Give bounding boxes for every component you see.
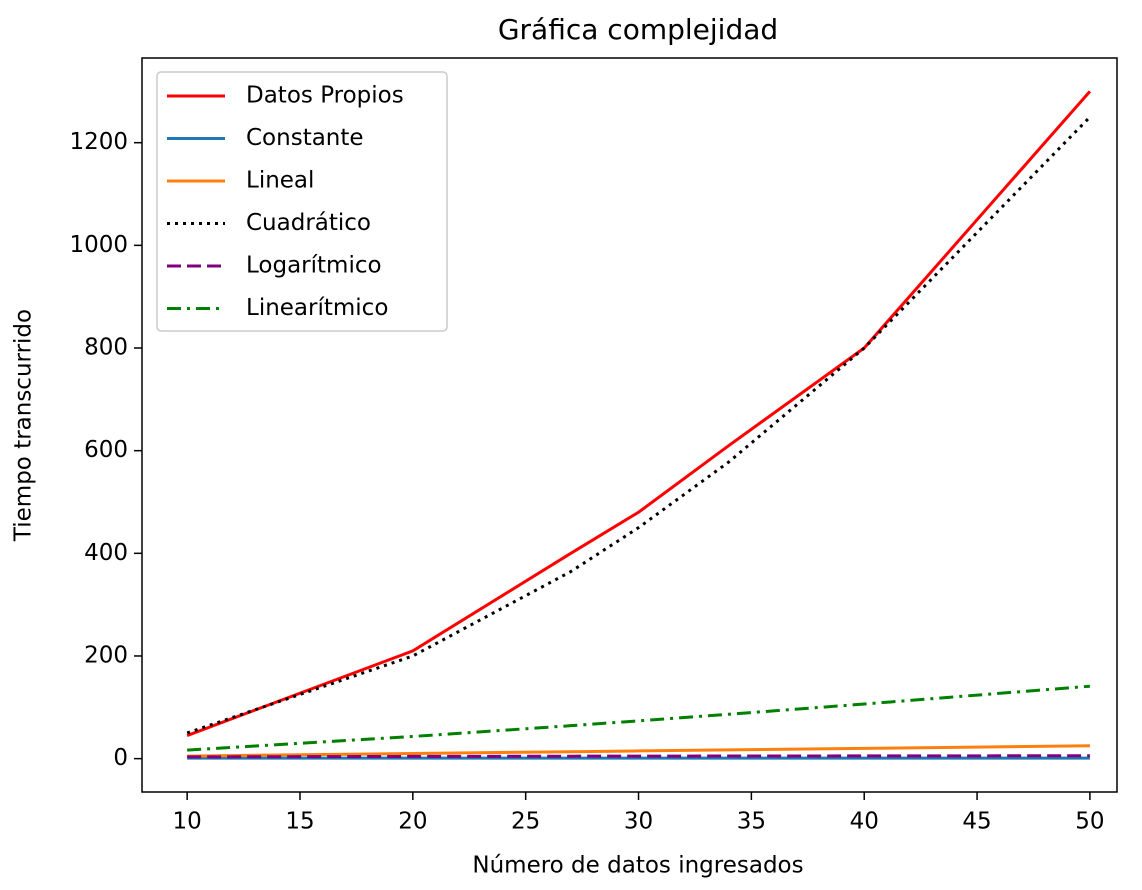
data-line bbox=[186, 115, 1091, 735]
legend-label: Cuadrático bbox=[246, 210, 371, 236]
y-tick-label: 1000 bbox=[69, 232, 128, 258]
legend-label: Logarítmico bbox=[246, 253, 382, 279]
data-line bbox=[187, 754, 1090, 759]
y-tick-label: 200 bbox=[84, 642, 128, 668]
x-tick-label: 35 bbox=[737, 809, 766, 835]
legend-label: Constante bbox=[246, 125, 364, 151]
legend-label: Lineal bbox=[246, 168, 314, 194]
x-tick-label: 40 bbox=[850, 809, 879, 835]
legend-label: Datos Propios bbox=[246, 83, 404, 109]
data-line bbox=[187, 744, 1090, 758]
y-tick-label: 1200 bbox=[69, 129, 128, 155]
x-tick-label: 20 bbox=[398, 809, 427, 835]
x-axis-label: Número de datos ingresados bbox=[472, 853, 803, 879]
x-tick-label: 50 bbox=[1075, 809, 1104, 835]
plot-frame bbox=[141, 57, 1118, 793]
x-tick-label: 25 bbox=[511, 809, 540, 835]
y-tick-label: 400 bbox=[84, 540, 128, 566]
y-tick-label: 0 bbox=[113, 745, 128, 771]
y-tick-label: 800 bbox=[84, 335, 128, 361]
y-axis-label: Tiempo transcurrido bbox=[11, 309, 37, 542]
x-tick-label: 30 bbox=[624, 809, 653, 835]
legend-box bbox=[156, 71, 448, 332]
legend-label: Linearítmico bbox=[246, 295, 388, 321]
x-tick-label: 45 bbox=[962, 809, 991, 835]
chart-title: Gráfica complejidad bbox=[498, 13, 778, 46]
data-line bbox=[187, 684, 1091, 752]
y-tick-label: 600 bbox=[84, 437, 128, 463]
x-tick-label: 10 bbox=[172, 809, 201, 835]
x-tick-label: 15 bbox=[285, 809, 314, 835]
